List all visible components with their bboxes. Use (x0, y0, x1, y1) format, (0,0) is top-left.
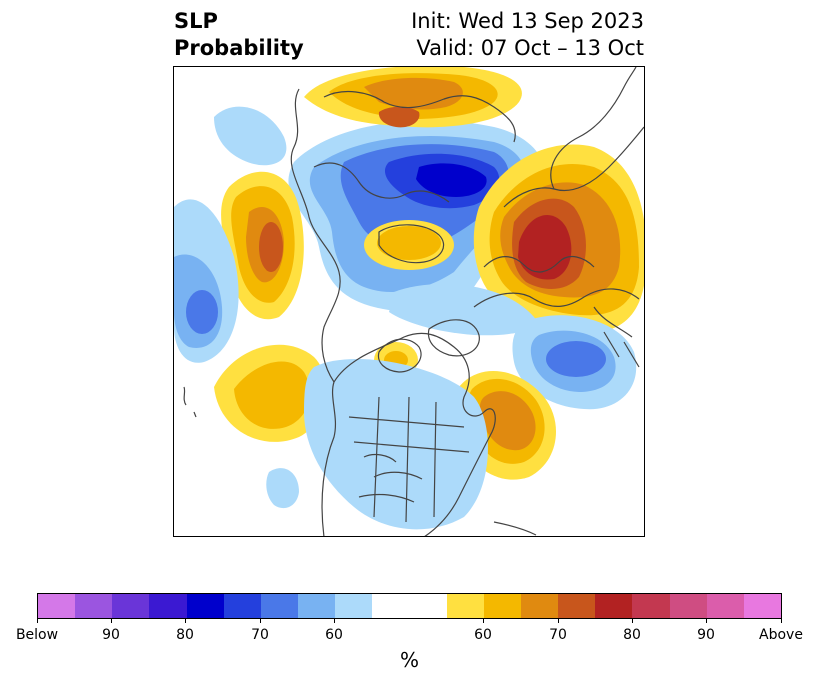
tickmark-above (781, 619, 782, 623)
colorbar-unit: % (399, 648, 419, 672)
title-variable: SLP (174, 9, 218, 33)
probability-map (173, 66, 645, 537)
tick-label-below: Below (15, 627, 59, 643)
tick-label-above: Above (759, 627, 803, 643)
colorbar-segment-8 (335, 594, 373, 618)
tick-label-above-80: 80 (623, 627, 641, 643)
tickmark-b90 (111, 619, 112, 623)
tickmark-a60 (483, 619, 484, 623)
region-north-pacific-above (221, 171, 304, 320)
region-north-atlantic-below (389, 284, 637, 410)
colorbar-segment-10 (446, 594, 484, 618)
title-product: Probability (174, 36, 304, 60)
tick-label-below-90: 90 (102, 627, 120, 643)
region-siberia-north-above (304, 67, 522, 128)
region-europe-russia-above (473, 144, 644, 333)
colorbar-segment-15 (632, 594, 670, 618)
region-north-america-below (266, 358, 488, 530)
tickmark-b80 (185, 619, 186, 623)
title-valid-range: Valid: 07 Oct – 13 Oct (416, 36, 644, 60)
colorbar-segment-7 (298, 594, 336, 618)
colorbar-segment-3 (149, 594, 187, 618)
colorbar-segment-18 (743, 594, 782, 618)
tickmark-a80 (632, 619, 633, 623)
title-init-date: Init: Wed 13 Sep 2023 (411, 9, 644, 33)
colorbar-segment-12 (521, 594, 559, 618)
map-canvas (174, 67, 644, 536)
tickmark-b60 (334, 619, 335, 623)
colorbar-segment-2 (112, 594, 150, 618)
tick-label-below-70: 70 (251, 627, 269, 643)
colorbar-segment-5 (223, 594, 261, 618)
colorbar-segment-14 (595, 594, 633, 618)
tick-label-above-90: 90 (697, 627, 715, 643)
tickmark-a70 (558, 619, 559, 623)
colorbar-segment-6 (260, 594, 299, 618)
colorbar-segment-9 (372, 594, 447, 618)
map-title-right: Init: Wed 13 Sep 2023 Valid: 07 Oct – 13… (411, 8, 644, 62)
region-alaska-arctic-below (288, 120, 546, 312)
colorbar-segment-13 (558, 594, 596, 618)
colorbar (37, 593, 782, 619)
region-pacific-west-below (174, 106, 287, 363)
colorbar-segment-16 (669, 594, 707, 618)
tickmark-a90 (706, 619, 707, 623)
tick-label-below-60: 60 (325, 627, 343, 643)
tick-label-below-80: 80 (176, 627, 194, 643)
colorbar-segment-0 (38, 594, 76, 618)
colorbar-segment-17 (706, 594, 744, 618)
tick-label-above-70: 70 (549, 627, 567, 643)
coastlines (183, 67, 644, 536)
map-title-left: SLP Probability (174, 8, 304, 62)
tickmark-below (37, 619, 38, 623)
region-pacific-south-above (214, 344, 326, 442)
tickmark-b70 (260, 619, 261, 623)
tick-label-above-60: 60 (474, 627, 492, 643)
colorbar-segment-1 (75, 594, 113, 618)
colorbar-segment-4 (186, 594, 224, 618)
colorbar-segment-11 (483, 594, 522, 618)
